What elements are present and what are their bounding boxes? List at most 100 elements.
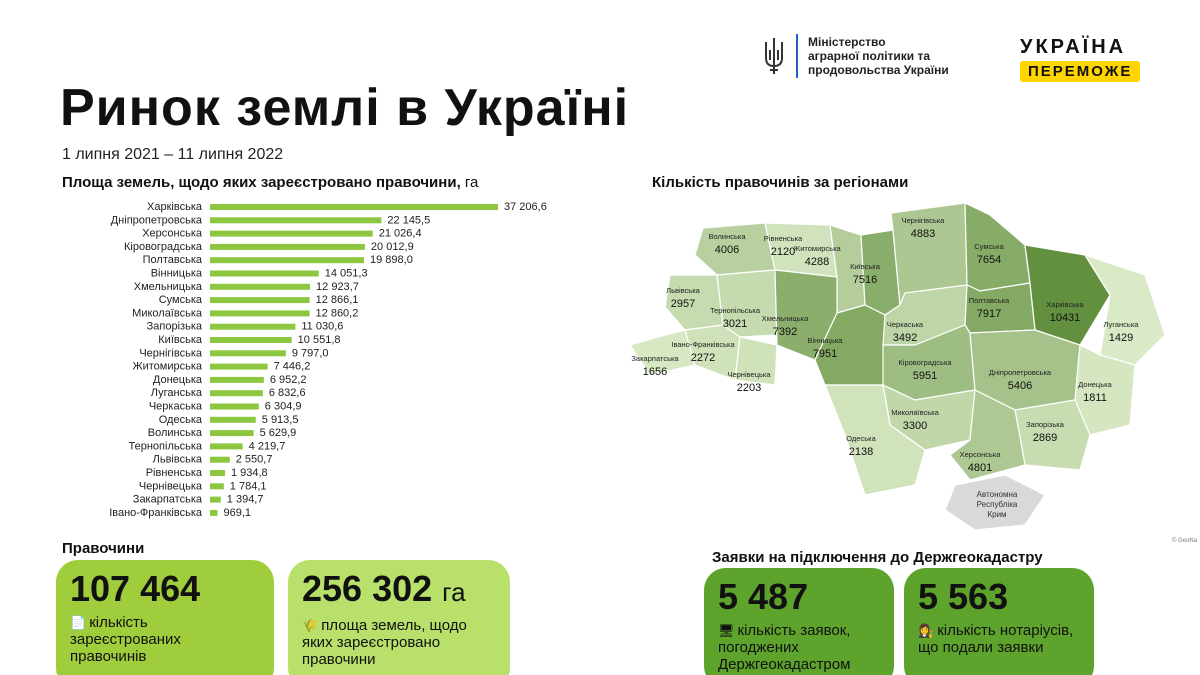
bar-category-label: Луганська xyxy=(151,387,203,399)
bar-category-label: Житомирська xyxy=(132,361,202,373)
bar-value-label: 5 629,9 xyxy=(260,427,297,439)
bar-category-label: Донецька xyxy=(153,374,203,386)
region-name-label: Харківська xyxy=(1046,300,1084,309)
region-name-label: Полтавська xyxy=(969,296,1010,305)
approved-applications-card: 5 487 🖥 кількість заявок, погоджених Держ… xyxy=(704,568,894,675)
bar-value-label: 10 551,8 xyxy=(298,334,341,346)
region-value-label: 5406 xyxy=(1008,380,1032,392)
bar-value-label: 19 898,0 xyxy=(370,254,413,266)
bar-category-label: Полтавська xyxy=(143,254,203,266)
bar-value-label: 14 051,3 xyxy=(325,268,368,280)
region-name-label: Чернівецька xyxy=(727,370,771,379)
bar-category-label: Івано-Франківська xyxy=(109,507,203,519)
bar-value-label: 12 866,1 xyxy=(316,294,359,306)
bar xyxy=(210,337,292,343)
region-name-label: Львівська xyxy=(666,286,700,295)
map-region xyxy=(824,384,926,496)
bar-category-label: Запорізька xyxy=(147,321,203,333)
region-value-label: 2203 xyxy=(737,382,761,394)
region-name-label: Донецька xyxy=(1078,380,1112,389)
bar-value-label: 20 012,9 xyxy=(371,241,414,253)
notaries-card: 5 563 👩‍⚖ кількість нотаріусів, що подали… xyxy=(904,568,1094,675)
crimea-label: Автономна xyxy=(977,490,1018,499)
region-name-label: Черкаська xyxy=(887,320,924,329)
region-name-label: Житомирська xyxy=(793,244,841,253)
period: 1 липня 2021 – 11 липня 2022 xyxy=(62,146,284,163)
bar-category-label: Одеська xyxy=(159,414,203,426)
bar xyxy=(210,416,256,423)
bar-category-label: Вінницька xyxy=(151,268,203,280)
ukraine-wins-top: УКРАЇНА xyxy=(1020,36,1127,58)
region-name-label: Сумська xyxy=(974,242,1004,251)
bar-category-label: Миколаївська xyxy=(132,307,203,319)
region-name-label: Київська xyxy=(850,262,881,271)
bar xyxy=(210,509,218,516)
deals-area-card: 256 302 га 🌾 площа земель, щодо яких заре… xyxy=(288,560,510,675)
deals-title: Правочини xyxy=(62,540,145,557)
bar xyxy=(210,403,259,410)
bar-category-label: Закарпатська xyxy=(133,494,203,506)
land-area-bar-chart: Харківська 37 206,6 Дніпропетровська 22 145… xyxy=(109,201,547,519)
deals-count-card: 107 464 📄 кількість зареєстрованих правоч… xyxy=(56,560,274,675)
bar xyxy=(210,297,310,304)
approved-count: 5 487 xyxy=(718,576,809,617)
bar xyxy=(210,470,225,476)
bar xyxy=(210,230,373,237)
bar-value-label: 6 952,2 xyxy=(270,374,307,386)
bar xyxy=(210,310,310,317)
bar-value-label: 5 913,5 xyxy=(262,414,299,426)
bar xyxy=(210,323,296,330)
bar xyxy=(210,430,254,437)
applications-title: Заявки на підключення до Держгеокадастру xyxy=(712,549,1043,566)
bar-value-label: 11 030,6 xyxy=(301,321,343,333)
deals-count: 107 464 xyxy=(70,568,201,609)
bar-category-label: Харківська xyxy=(147,201,203,213)
region-value-label: 7654 xyxy=(977,254,1001,266)
bar-category-label: Хмельницька xyxy=(134,281,203,293)
region-name-label: Тернопільська xyxy=(710,306,761,315)
region-value-label: 3021 xyxy=(723,318,747,330)
map-title: Кількість правочинів за регіонами xyxy=(652,174,909,191)
bar xyxy=(210,283,311,290)
region-value-label: 10431 xyxy=(1050,312,1081,324)
region-name-label: Дніпропетровська xyxy=(989,368,1052,377)
bar-category-label: Сумська xyxy=(159,294,203,306)
bar xyxy=(210,483,224,490)
region-value-label: 3492 xyxy=(893,332,917,344)
bar-category-label: Львівська xyxy=(153,454,203,466)
computer-icon: 🖥 xyxy=(718,623,735,638)
bar xyxy=(210,376,264,383)
bar xyxy=(210,350,286,357)
region-value-label: 1811 xyxy=(1083,392,1107,404)
bar xyxy=(210,243,365,250)
bar-value-label: 969,1 xyxy=(224,507,252,519)
ukraine-wins-bottom: ПЕРЕМОЖЕ xyxy=(1020,61,1141,82)
page-title: Ринок землі в Україні xyxy=(60,79,630,137)
bar-category-label: Київська xyxy=(158,334,203,346)
region-value-label: 2957 xyxy=(671,298,695,310)
region-value-label: 2869 xyxy=(1033,432,1057,444)
region-name-label: Херсонська xyxy=(960,450,1002,459)
ukraine-wins-logo: УКРАЇНА ПЕРЕМОЖЕ xyxy=(1020,36,1141,82)
map-region xyxy=(949,389,1026,481)
ministry-name: Міністерство аграрної політики та продов… xyxy=(808,35,949,77)
bar-value-label: 2 550,7 xyxy=(236,454,273,466)
region-value-label: 4883 xyxy=(911,228,935,240)
region-value-label: 4006 xyxy=(715,244,739,256)
notaries-desc: 👩‍⚖ кількість нотаріусів, що подали заявк… xyxy=(918,622,1074,656)
region-name-label: Кіровоградська xyxy=(898,358,952,367)
region-value-label: 7516 xyxy=(853,274,877,286)
region-name-label: Миколаївська xyxy=(891,408,939,417)
bar-value-label: 4 219,7 xyxy=(249,440,286,452)
ministry-divider xyxy=(796,34,798,78)
bar xyxy=(210,363,268,370)
bar xyxy=(210,257,365,264)
bar-category-label: Херсонська xyxy=(142,228,203,240)
region-value-label: 7392 xyxy=(773,326,797,338)
region-value-label: 7951 xyxy=(813,348,837,360)
bar-chart-title: Площа земель, щодо яких зареєстровано пр… xyxy=(62,174,479,191)
bar-value-label: 1 394,7 xyxy=(227,494,264,506)
region-value-label: 2138 xyxy=(849,446,873,458)
bar-value-label: 37 206,6 xyxy=(504,201,547,213)
notary-icon: 👩‍⚖ xyxy=(918,623,935,638)
